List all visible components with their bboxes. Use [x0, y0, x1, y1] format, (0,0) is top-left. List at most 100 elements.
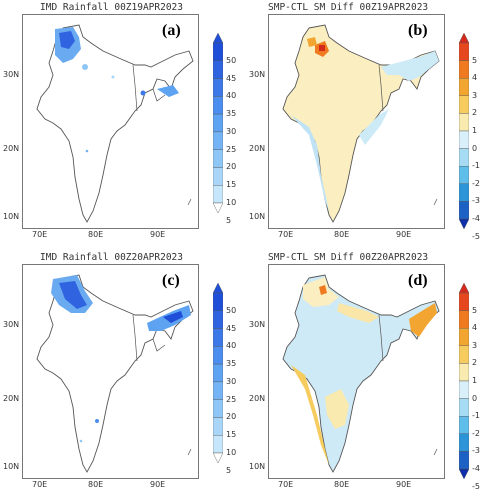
lon-tick: 70E: [278, 230, 294, 239]
colorbar-tick-label: 3: [472, 340, 478, 350]
colorbar-tick-label: 35: [226, 109, 237, 119]
colorbar-tick-label: -1: [472, 411, 480, 421]
colorbar-segment: [459, 165, 469, 184]
colorbar-tick-label: 4: [472, 73, 478, 83]
colorbar-segment: [459, 398, 469, 417]
colorbar-tick-label: 3: [472, 90, 478, 100]
colorbar-top-triangle: [459, 33, 469, 44]
colorbar-tick-label: 50: [226, 55, 237, 65]
colorbar-tick-label: 25: [226, 144, 237, 154]
panel-label: (d): [408, 272, 428, 289]
colorbar-segment: [459, 345, 469, 364]
rain-colorbar: [213, 33, 223, 213]
lat-tick: 30N: [3, 70, 20, 79]
rain-colorbar: [213, 283, 223, 463]
panel-title: SMP-CTL SM Diff 00Z20APR2023: [268, 252, 429, 263]
diff-colorbar: [459, 283, 469, 479]
map-frame: [268, 264, 445, 479]
lat-tick: 20N: [3, 144, 20, 153]
colorbar-segment: [459, 433, 469, 452]
colorbar-tick-label: 4: [472, 323, 478, 333]
colorbar-tick-label: 30: [226, 126, 237, 136]
colorbar-segment: [459, 183, 469, 202]
colorbar-tick-label: 1: [472, 376, 478, 385]
colorbar-tick-label: 20: [226, 412, 237, 422]
lon-tick: 80E: [334, 480, 350, 489]
colorbar-tick-label: 40: [226, 91, 237, 101]
lon-tick: 80E: [334, 230, 350, 239]
colorbar-tick-label: -2: [472, 428, 480, 438]
lon-tick: 70E: [32, 480, 48, 489]
panel-b: SMP-CTL SM Diff 00Z19APR2023 (b) 30N 20N…: [246, 0, 491, 250]
colorbar-tick-label: 2: [472, 358, 478, 368]
lon-tick: 90E: [150, 230, 166, 239]
colorbar-segment: [459, 451, 469, 470]
colorbar-segment: [459, 60, 469, 79]
colorbar-segment: [459, 292, 469, 311]
colorbar-segment: [459, 148, 469, 167]
colorbar-segment: [459, 380, 469, 399]
colorbar-segment: [459, 95, 469, 114]
colorbar-bottom-triangle: [213, 202, 223, 213]
lon-tick: 90E: [150, 480, 166, 489]
map: [36, 274, 194, 473]
colorbar-tick-label: 5: [472, 305, 478, 315]
colorbar-tick-label: -2: [472, 178, 480, 188]
colorbar-segment: [459, 415, 469, 434]
colorbar-segment: [213, 399, 223, 418]
colorbar-tick-label: 45: [226, 323, 237, 333]
colorbar-segment: [459, 310, 469, 329]
panel-label: (c): [162, 272, 180, 289]
map-frame: [22, 14, 199, 229]
map-frame: [22, 264, 199, 479]
colorbar-segment: [213, 185, 223, 204]
map: [282, 24, 440, 223]
colorbar-tick-label: -1: [472, 161, 480, 171]
colorbar-tick-label: 45: [226, 73, 237, 83]
lat-tick: 10N: [3, 462, 20, 471]
colorbar-tick-label: -3: [472, 446, 480, 456]
colorbar-segment: [213, 381, 223, 400]
map: [36, 24, 194, 223]
colorbar-segment: [213, 363, 223, 383]
panel-c: IMD Rainfall 00Z20APR2023 (c) 30N 20N 10…: [0, 250, 245, 500]
colorbar-tick-label: -5: [472, 481, 480, 491]
colorbar-segment: [213, 96, 223, 115]
lat-tick: 20N: [249, 394, 266, 403]
colorbar-tick-label: 2: [472, 108, 478, 118]
colorbar-segment: [459, 328, 469, 347]
lon-tick: 70E: [32, 230, 48, 239]
colorbar-tick-label: 40: [226, 341, 237, 351]
lat-tick: 10N: [249, 212, 266, 221]
colorbar-top-triangle: [213, 283, 223, 294]
colorbar-segment: [459, 201, 469, 220]
colorbar-tick-label: 35: [226, 359, 237, 369]
colorbar-tick-label: 0: [472, 143, 478, 153]
colorbar-tick-label: 15: [226, 430, 237, 440]
lat-tick: 10N: [249, 462, 266, 471]
colorbar-tick-label: 15: [226, 180, 237, 190]
panel-a: IMD Rainfall 00Z19APR2023 (a) 30N 20N 10…: [0, 0, 245, 250]
colorbar-segment: [459, 42, 469, 61]
lat-tick: 20N: [3, 394, 20, 403]
map: [282, 274, 440, 473]
colorbar-tick-label: 1: [472, 126, 478, 135]
colorbar-tick-label: 0: [472, 393, 478, 403]
colorbar-segment: [459, 113, 469, 132]
colorbar-tick-label: 30: [226, 376, 237, 386]
lat-tick: 30N: [3, 320, 20, 329]
colorbar-segment: [213, 42, 223, 61]
colorbar-top-triangle: [213, 33, 223, 44]
colorbar-segment: [213, 346, 223, 365]
colorbar-segment: [213, 131, 223, 150]
colorbar-tick-label: -5: [472, 231, 480, 241]
colorbar-segment: [213, 78, 223, 97]
colorbar-tick-label: 5: [226, 215, 232, 225]
lat-tick: 10N: [3, 212, 20, 221]
lon-tick: 90E: [396, 230, 412, 239]
panel-d: SMP-CTL SM Diff 00Z20APR2023 (d) 30N 20N…: [246, 250, 491, 500]
colorbar-segment: [213, 435, 223, 454]
panel-label: (b): [408, 22, 428, 39]
lon-tick: 80E: [88, 480, 104, 489]
colorbar-segment: [213, 113, 223, 133]
